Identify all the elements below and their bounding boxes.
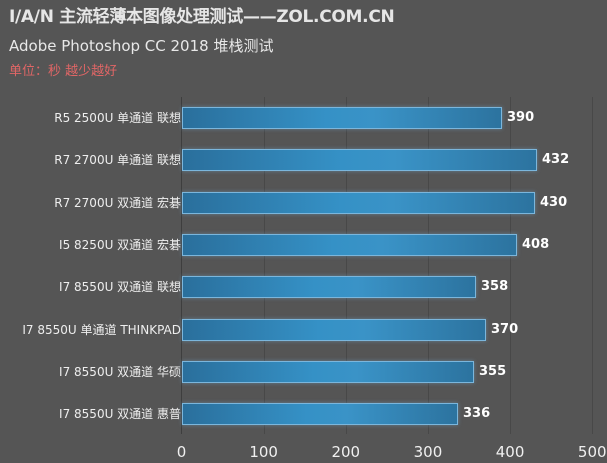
- x-tick-label: 200: [331, 443, 361, 461]
- x-tick-label: 300: [413, 443, 443, 461]
- value-label: 358: [481, 279, 509, 294]
- value-label: 336: [463, 406, 491, 421]
- value-label: 390: [507, 110, 535, 125]
- category-label: I5 8250U 双通道 宏碁: [59, 238, 181, 252]
- bar: [182, 361, 474, 383]
- bar: [182, 234, 517, 256]
- bar: [182, 192, 535, 214]
- category-label: I7 8550U 单通道 THINKPAD: [22, 323, 181, 337]
- category-label: I7 8550U 双通道 联想: [59, 280, 181, 294]
- category-label: R5 2500U 单通道 联想: [54, 111, 181, 125]
- value-label: 432: [542, 152, 570, 167]
- bar: [182, 403, 458, 425]
- category-label: I7 8550U 双通道 华硕: [59, 365, 181, 379]
- bar: [182, 276, 476, 298]
- gridline: [592, 97, 593, 434]
- x-tick-label: 0: [176, 443, 187, 461]
- y-axis-line: [181, 97, 182, 434]
- chart-subtitle: Adobe Photoshop CC 2018 堆栈测试: [9, 37, 274, 55]
- x-tick-label: 100: [249, 443, 278, 461]
- value-label: 370: [491, 322, 519, 337]
- unit-note: 单位：秒 越少越好: [9, 64, 118, 79]
- value-label: 355: [479, 364, 507, 379]
- bar: [182, 149, 537, 171]
- x-tick-label: 500: [577, 443, 607, 461]
- value-label: 430: [540, 195, 568, 210]
- category-label: R7 2700U 双通道 宏碁: [54, 196, 181, 210]
- gridline: [264, 97, 265, 434]
- x-tick-label: 400: [495, 443, 525, 461]
- gridline: [428, 97, 429, 434]
- bar: [182, 107, 502, 129]
- chart-title: I/A/N 主流轻薄本图像处理测试——ZOL.COM.CN: [9, 7, 395, 27]
- gridline: [346, 97, 347, 434]
- category-label: R7 2700U 单通道 联想: [54, 153, 181, 167]
- gridline: [510, 97, 511, 434]
- value-label: 408: [522, 237, 550, 252]
- bar: [182, 319, 486, 341]
- category-label: I7 8550U 双通道 惠普: [59, 407, 181, 421]
